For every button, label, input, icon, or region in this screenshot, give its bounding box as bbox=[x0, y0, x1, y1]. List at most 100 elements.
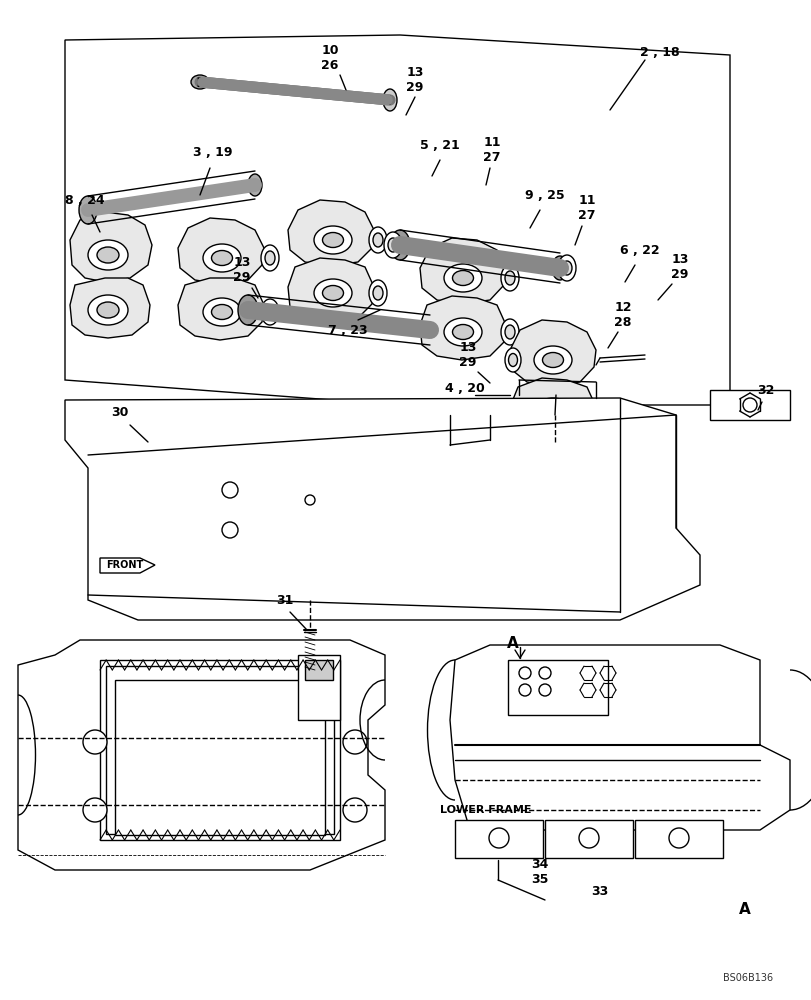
Ellipse shape bbox=[504, 271, 514, 285]
Ellipse shape bbox=[314, 279, 351, 307]
Bar bbox=[115, 680, 324, 835]
Text: 31: 31 bbox=[276, 593, 294, 606]
Circle shape bbox=[518, 667, 530, 679]
Text: FRONT: FRONT bbox=[106, 560, 144, 570]
Ellipse shape bbox=[211, 250, 232, 265]
Ellipse shape bbox=[388, 238, 397, 252]
Text: 33: 33 bbox=[590, 886, 608, 898]
Ellipse shape bbox=[211, 304, 232, 320]
Polygon shape bbox=[709, 390, 789, 420]
Polygon shape bbox=[65, 35, 729, 405]
Ellipse shape bbox=[368, 280, 387, 306]
Ellipse shape bbox=[542, 353, 563, 367]
Ellipse shape bbox=[322, 232, 343, 247]
Circle shape bbox=[303, 667, 316, 681]
Text: 10
26: 10 26 bbox=[321, 44, 338, 72]
Ellipse shape bbox=[500, 265, 518, 291]
Ellipse shape bbox=[191, 75, 208, 89]
Ellipse shape bbox=[264, 305, 275, 319]
Ellipse shape bbox=[79, 196, 97, 224]
Polygon shape bbox=[70, 278, 150, 338]
Circle shape bbox=[539, 684, 551, 696]
Ellipse shape bbox=[452, 324, 473, 340]
Ellipse shape bbox=[452, 270, 473, 286]
Circle shape bbox=[305, 495, 315, 505]
Ellipse shape bbox=[504, 325, 514, 339]
Polygon shape bbox=[178, 278, 264, 340]
Ellipse shape bbox=[444, 264, 482, 292]
Ellipse shape bbox=[238, 295, 258, 325]
Text: 3 , 19: 3 , 19 bbox=[193, 146, 233, 159]
Text: A: A bbox=[738, 902, 750, 917]
Polygon shape bbox=[449, 645, 789, 830]
Ellipse shape bbox=[260, 299, 279, 325]
Text: BS06B136: BS06B136 bbox=[722, 973, 772, 983]
Ellipse shape bbox=[534, 398, 571, 426]
Bar bbox=[634, 820, 722, 858]
Text: 9 , 25: 9 , 25 bbox=[525, 189, 564, 202]
Text: 13
29: 13 29 bbox=[406, 66, 423, 94]
Ellipse shape bbox=[508, 354, 517, 366]
Polygon shape bbox=[419, 238, 505, 304]
Ellipse shape bbox=[88, 295, 128, 325]
Ellipse shape bbox=[500, 319, 518, 345]
Ellipse shape bbox=[203, 298, 241, 326]
Ellipse shape bbox=[384, 232, 401, 258]
Text: 7 , 23: 7 , 23 bbox=[328, 324, 367, 336]
Ellipse shape bbox=[389, 230, 410, 260]
Text: 12
28: 12 28 bbox=[613, 301, 631, 329]
Ellipse shape bbox=[561, 261, 571, 275]
Polygon shape bbox=[70, 212, 152, 282]
Text: 5 , 21: 5 , 21 bbox=[419, 139, 459, 152]
Polygon shape bbox=[65, 398, 699, 620]
Ellipse shape bbox=[542, 404, 563, 420]
Text: 11
27: 11 27 bbox=[483, 136, 500, 164]
Ellipse shape bbox=[314, 226, 351, 254]
Circle shape bbox=[518, 684, 530, 696]
Text: A: A bbox=[507, 636, 518, 650]
Circle shape bbox=[488, 828, 508, 848]
Ellipse shape bbox=[260, 245, 279, 271]
Text: LOWER FRAME: LOWER FRAME bbox=[440, 805, 531, 815]
Ellipse shape bbox=[264, 251, 275, 265]
Circle shape bbox=[221, 482, 238, 498]
Circle shape bbox=[668, 828, 689, 848]
Bar bbox=[508, 660, 607, 715]
Polygon shape bbox=[100, 558, 155, 573]
Ellipse shape bbox=[551, 256, 568, 280]
Ellipse shape bbox=[372, 233, 383, 247]
Ellipse shape bbox=[422, 318, 437, 342]
Bar bbox=[100, 660, 340, 840]
Bar bbox=[454, 820, 543, 858]
Text: 4 , 20: 4 , 20 bbox=[444, 381, 484, 394]
Text: 2 , 18: 2 , 18 bbox=[639, 46, 679, 59]
Ellipse shape bbox=[383, 89, 397, 111]
Circle shape bbox=[342, 798, 367, 822]
Text: 8 , 24: 8 , 24 bbox=[65, 194, 105, 207]
Ellipse shape bbox=[534, 346, 571, 374]
Ellipse shape bbox=[247, 174, 262, 196]
Bar bbox=[106, 666, 333, 834]
Ellipse shape bbox=[88, 240, 128, 270]
Text: 30: 30 bbox=[111, 406, 128, 418]
Text: 11
27: 11 27 bbox=[577, 194, 595, 222]
Circle shape bbox=[83, 730, 107, 754]
Ellipse shape bbox=[368, 227, 387, 253]
Polygon shape bbox=[419, 296, 505, 360]
Ellipse shape bbox=[97, 247, 119, 263]
Text: 32: 32 bbox=[757, 383, 774, 396]
Circle shape bbox=[578, 828, 599, 848]
Ellipse shape bbox=[557, 255, 575, 281]
Polygon shape bbox=[509, 320, 595, 386]
Polygon shape bbox=[288, 258, 374, 322]
Ellipse shape bbox=[444, 318, 482, 346]
Ellipse shape bbox=[97, 302, 119, 318]
Text: 6 , 22: 6 , 22 bbox=[620, 243, 659, 256]
Circle shape bbox=[342, 730, 367, 754]
Circle shape bbox=[83, 798, 107, 822]
Polygon shape bbox=[509, 378, 595, 442]
Polygon shape bbox=[178, 218, 264, 284]
Ellipse shape bbox=[372, 286, 383, 300]
Polygon shape bbox=[288, 200, 374, 266]
Text: 13
29: 13 29 bbox=[459, 341, 476, 369]
